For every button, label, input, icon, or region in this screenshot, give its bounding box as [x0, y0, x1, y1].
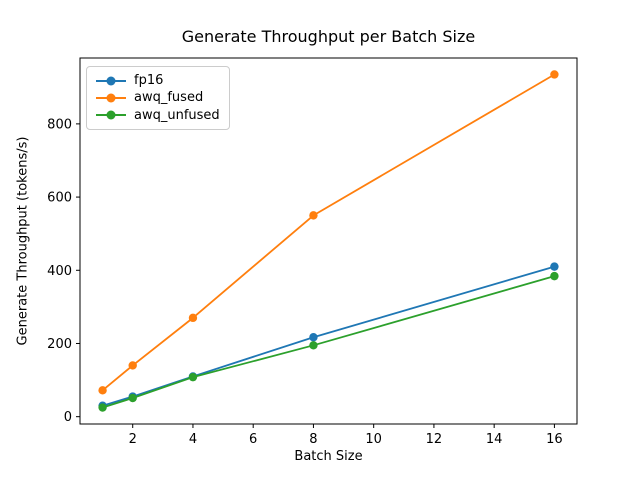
- data-point-fp16: [550, 262, 559, 271]
- x-tick-label: 10: [365, 432, 382, 447]
- x-tick-label: 16: [546, 432, 563, 447]
- x-tick-label: 14: [486, 432, 503, 447]
- legend-marker-icon: [106, 110, 116, 120]
- data-point-awq_unfused: [98, 403, 107, 412]
- y-tick-label: 400: [47, 264, 72, 279]
- legend-label: awq_fused: [134, 90, 204, 106]
- x-tick-label: 12: [426, 432, 443, 447]
- legend-label: fp16: [134, 73, 164, 89]
- legend: fp16 awq_fused awq_unfused: [86, 66, 230, 130]
- x-tick-label: 4: [189, 432, 197, 447]
- data-point-awq_fused: [188, 313, 198, 323]
- y-tick-label: 600: [47, 191, 72, 206]
- data-point-awq_fused: [128, 361, 137, 370]
- data-point-awq_unfused: [309, 341, 318, 350]
- legend-label: awq_unfused: [134, 107, 220, 123]
- legend-line-icon: [96, 76, 126, 86]
- legend-entry-fp16: fp16: [96, 72, 220, 89]
- legend-entry-awq_fused: awq_fused: [96, 89, 220, 106]
- axes-frame: [79, 57, 578, 425]
- legend-line-icon: [96, 93, 126, 103]
- legend-marker-icon: [106, 93, 116, 103]
- series-line-awq_unfused: [102, 275, 555, 409]
- data-point-awq_unfused: [128, 393, 137, 403]
- data-point-awq_fused: [550, 70, 559, 79]
- x-tick-label: 6: [249, 432, 257, 447]
- y-tick-label: 0: [64, 410, 72, 425]
- x-tick-label: 8: [309, 432, 317, 447]
- y-tick-label: 200: [47, 337, 72, 352]
- data-point-awq_fused: [309, 211, 318, 220]
- legend-marker-icon: [106, 76, 116, 86]
- legend-line-icon: [96, 110, 126, 120]
- x-tick-label: 2: [129, 432, 137, 447]
- data-point-awq_unfused: [550, 271, 559, 281]
- legend-entry-awq_unfused: awq_unfused: [96, 107, 220, 124]
- data-point-fp16: [309, 333, 318, 342]
- data-point-awq_fused: [98, 386, 107, 395]
- x-axis-label: Batch Size: [294, 449, 363, 464]
- chart-title: Generate Throughput per Batch Size: [181, 27, 476, 46]
- data-point-awq_unfused: [188, 372, 198, 382]
- y-tick-label: 800: [47, 117, 72, 132]
